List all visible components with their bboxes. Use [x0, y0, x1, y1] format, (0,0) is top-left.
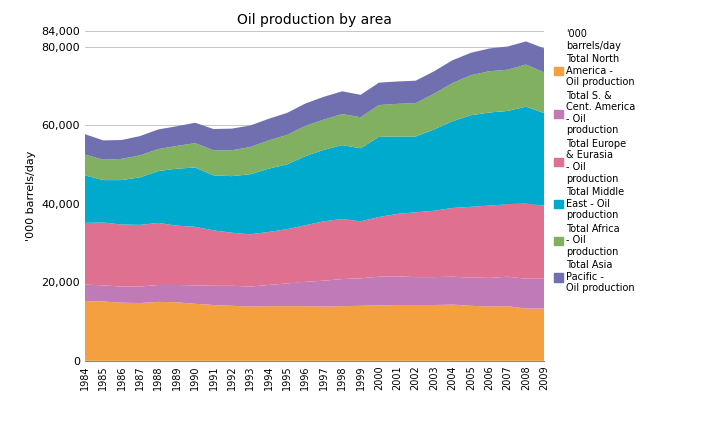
Y-axis label: '000 barrels/day: '000 barrels/day: [25, 150, 35, 241]
Title: Oil production by area: Oil production by area: [237, 13, 392, 27]
Legend: '000
barrels/day, Total North
America -
Oil production, Total S. &
Cent. America: '000 barrels/day, Total North America - …: [554, 29, 636, 293]
